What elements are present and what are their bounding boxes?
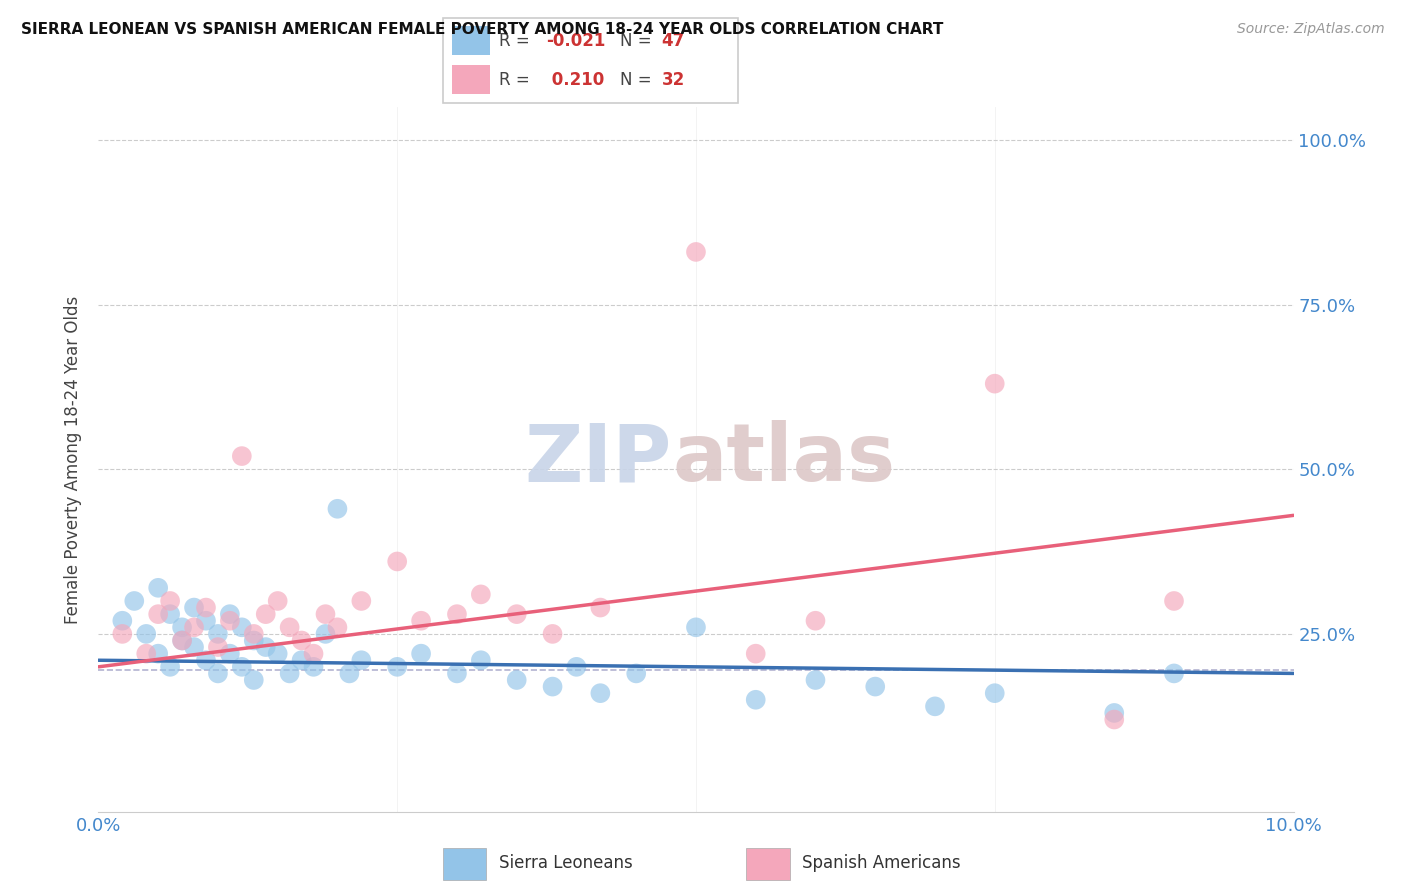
Point — [1163, 594, 1185, 608]
Point — [111, 627, 134, 641]
Point — [1104, 713, 1126, 727]
Point — [565, 660, 588, 674]
FancyBboxPatch shape — [451, 27, 491, 55]
FancyBboxPatch shape — [747, 848, 790, 880]
Point — [745, 647, 768, 661]
Point — [124, 594, 146, 608]
Point — [315, 627, 337, 641]
Point — [172, 620, 194, 634]
Point — [135, 647, 157, 661]
Point — [1163, 666, 1185, 681]
Point — [745, 692, 768, 706]
Point — [302, 660, 325, 674]
Point — [589, 600, 612, 615]
Point — [589, 686, 612, 700]
Point — [231, 449, 253, 463]
Point — [865, 680, 887, 694]
Point — [804, 673, 827, 687]
Point — [159, 594, 181, 608]
Point — [506, 607, 529, 622]
Point — [302, 647, 325, 661]
Text: R =: R = — [499, 70, 536, 88]
FancyBboxPatch shape — [443, 18, 738, 103]
Point — [291, 633, 314, 648]
Point — [278, 620, 301, 634]
Text: Spanish Americans: Spanish Americans — [801, 854, 960, 872]
Point — [350, 653, 373, 667]
Point — [626, 666, 648, 681]
Text: -0.021: -0.021 — [546, 32, 606, 50]
Point — [685, 244, 707, 259]
Point — [470, 653, 492, 667]
Point — [195, 614, 218, 628]
Point — [541, 680, 564, 694]
Point — [411, 614, 433, 628]
Point — [111, 614, 134, 628]
Y-axis label: Female Poverty Among 18-24 Year Olds: Female Poverty Among 18-24 Year Olds — [65, 295, 83, 624]
Point — [411, 647, 433, 661]
Point — [159, 607, 181, 622]
Point — [195, 600, 218, 615]
Point — [291, 653, 314, 667]
Point — [183, 600, 205, 615]
Point — [148, 581, 170, 595]
Text: 32: 32 — [661, 70, 685, 88]
Point — [350, 594, 373, 608]
Point — [254, 607, 277, 622]
Text: Sierra Leoneans: Sierra Leoneans — [499, 854, 633, 872]
Point — [267, 647, 290, 661]
Point — [339, 666, 361, 681]
Point — [315, 607, 337, 622]
Point — [148, 607, 170, 622]
Point — [195, 653, 218, 667]
Point — [219, 607, 242, 622]
Point — [159, 660, 181, 674]
FancyBboxPatch shape — [451, 65, 491, 95]
Point — [243, 633, 266, 648]
Point — [924, 699, 946, 714]
Text: Source: ZipAtlas.com: Source: ZipAtlas.com — [1237, 22, 1385, 37]
Point — [231, 660, 253, 674]
Point — [984, 686, 1007, 700]
FancyBboxPatch shape — [443, 848, 486, 880]
Point — [506, 673, 529, 687]
Point — [219, 614, 242, 628]
Point — [231, 620, 253, 634]
Point — [326, 620, 349, 634]
Point — [219, 647, 242, 661]
Point — [446, 666, 468, 681]
Text: R =: R = — [499, 32, 536, 50]
Text: 47: 47 — [661, 32, 685, 50]
Text: 0.210: 0.210 — [546, 70, 605, 88]
Point — [446, 607, 468, 622]
Point — [254, 640, 277, 654]
Text: atlas: atlas — [672, 420, 896, 499]
Point — [804, 614, 827, 628]
Point — [385, 554, 409, 568]
Point — [207, 666, 229, 681]
Text: ZIP: ZIP — [524, 420, 672, 499]
Point — [183, 640, 205, 654]
Point — [326, 501, 349, 516]
Point — [541, 627, 564, 641]
Point — [207, 627, 229, 641]
Point — [470, 587, 492, 601]
Point — [172, 633, 194, 648]
Point — [148, 647, 170, 661]
Point — [135, 627, 157, 641]
Point — [172, 633, 194, 648]
Point — [278, 666, 301, 681]
Point — [267, 594, 290, 608]
Point — [385, 660, 409, 674]
Text: N =: N = — [620, 32, 657, 50]
Text: N =: N = — [620, 70, 657, 88]
Point — [207, 640, 229, 654]
Point — [183, 620, 205, 634]
Text: SIERRA LEONEAN VS SPANISH AMERICAN FEMALE POVERTY AMONG 18-24 YEAR OLDS CORRELAT: SIERRA LEONEAN VS SPANISH AMERICAN FEMAL… — [21, 22, 943, 37]
Point — [243, 673, 266, 687]
Point — [243, 627, 266, 641]
Point — [1104, 706, 1126, 720]
Point — [685, 620, 707, 634]
Point — [984, 376, 1007, 391]
